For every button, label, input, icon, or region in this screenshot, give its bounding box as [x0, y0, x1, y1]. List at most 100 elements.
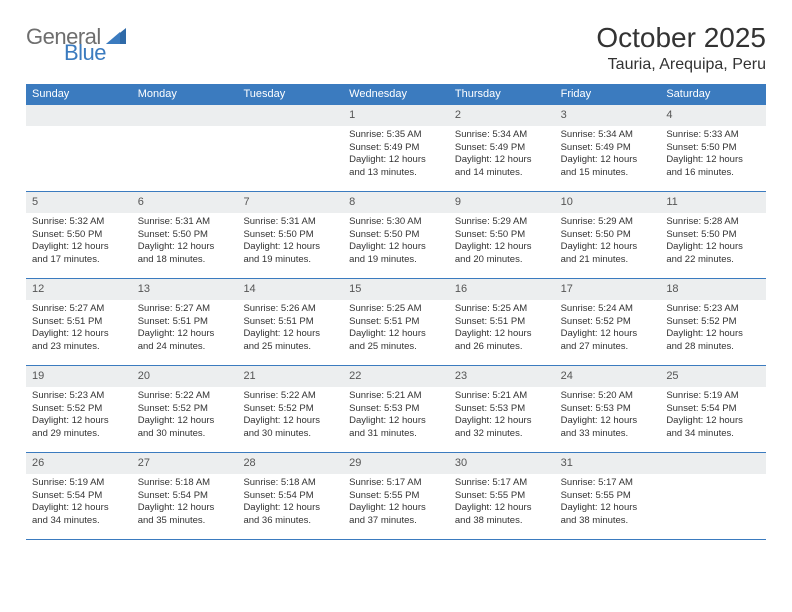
day-number: 18	[660, 279, 766, 300]
day-number: 21	[237, 366, 343, 387]
brand-word2: Blue	[64, 42, 106, 64]
day-number: 2	[449, 105, 555, 126]
sunrise-text: Sunrise: 5:21 AM	[349, 390, 443, 403]
daylight-text: Daylight: 12 hours and 14 minutes.	[455, 154, 549, 180]
sunset-text: Sunset: 5:49 PM	[349, 142, 443, 155]
sunset-text: Sunset: 5:50 PM	[32, 229, 126, 242]
week-row: 19Sunrise: 5:23 AMSunset: 5:52 PMDayligh…	[26, 365, 766, 452]
day-body: Sunrise: 5:21 AMSunset: 5:53 PMDaylight:…	[343, 387, 449, 446]
daylight-text: Daylight: 12 hours and 19 minutes.	[243, 241, 337, 267]
sunrise-text: Sunrise: 5:31 AM	[138, 216, 232, 229]
day-cell: 3Sunrise: 5:34 AMSunset: 5:49 PMDaylight…	[555, 105, 661, 191]
week-row: 5Sunrise: 5:32 AMSunset: 5:50 PMDaylight…	[26, 191, 766, 278]
day-cell: 30Sunrise: 5:17 AMSunset: 5:55 PMDayligh…	[449, 453, 555, 539]
sunrise-text: Sunrise: 5:18 AM	[243, 477, 337, 490]
sunset-text: Sunset: 5:50 PM	[666, 142, 760, 155]
day-cell	[660, 453, 766, 539]
sunrise-text: Sunrise: 5:32 AM	[32, 216, 126, 229]
brand-text: General Blue	[26, 26, 106, 64]
day-cell: 14Sunrise: 5:26 AMSunset: 5:51 PMDayligh…	[237, 279, 343, 365]
day-number: 30	[449, 453, 555, 474]
sunrise-text: Sunrise: 5:19 AM	[32, 477, 126, 490]
sunset-text: Sunset: 5:54 PM	[138, 490, 232, 503]
sunset-text: Sunset: 5:49 PM	[455, 142, 549, 155]
daylight-text: Daylight: 12 hours and 13 minutes.	[349, 154, 443, 180]
day-cell: 22Sunrise: 5:21 AMSunset: 5:53 PMDayligh…	[343, 366, 449, 452]
sunrise-text: Sunrise: 5:30 AM	[349, 216, 443, 229]
sunrise-text: Sunrise: 5:22 AM	[138, 390, 232, 403]
daylight-text: Daylight: 12 hours and 24 minutes.	[138, 328, 232, 354]
daylight-text: Daylight: 12 hours and 35 minutes.	[138, 502, 232, 528]
day-cell	[132, 105, 238, 191]
sunset-text: Sunset: 5:55 PM	[561, 490, 655, 503]
sunrise-text: Sunrise: 5:18 AM	[138, 477, 232, 490]
day-body: Sunrise: 5:23 AMSunset: 5:52 PMDaylight:…	[26, 387, 132, 446]
sunrise-text: Sunrise: 5:34 AM	[561, 129, 655, 142]
day-body: Sunrise: 5:22 AMSunset: 5:52 PMDaylight:…	[132, 387, 238, 446]
day-body: Sunrise: 5:19 AMSunset: 5:54 PMDaylight:…	[26, 474, 132, 533]
day-number: 17	[555, 279, 661, 300]
week-row: 12Sunrise: 5:27 AMSunset: 5:51 PMDayligh…	[26, 278, 766, 365]
sunrise-text: Sunrise: 5:20 AM	[561, 390, 655, 403]
sunset-text: Sunset: 5:50 PM	[349, 229, 443, 242]
sunrise-text: Sunrise: 5:25 AM	[349, 303, 443, 316]
sunrise-text: Sunrise: 5:17 AM	[561, 477, 655, 490]
day-body: Sunrise: 5:22 AMSunset: 5:52 PMDaylight:…	[237, 387, 343, 446]
sunset-text: Sunset: 5:50 PM	[666, 229, 760, 242]
daylight-text: Daylight: 12 hours and 31 minutes.	[349, 415, 443, 441]
sunset-text: Sunset: 5:49 PM	[561, 142, 655, 155]
day-cell: 7Sunrise: 5:31 AMSunset: 5:50 PMDaylight…	[237, 192, 343, 278]
day-number: 7	[237, 192, 343, 213]
daylight-text: Daylight: 12 hours and 34 minutes.	[32, 502, 126, 528]
sunset-text: Sunset: 5:52 PM	[666, 316, 760, 329]
day-cell: 10Sunrise: 5:29 AMSunset: 5:50 PMDayligh…	[555, 192, 661, 278]
brand-logo: General Blue	[26, 22, 126, 64]
sunset-text: Sunset: 5:51 PM	[32, 316, 126, 329]
daylight-text: Daylight: 12 hours and 34 minutes.	[666, 415, 760, 441]
day-number: 20	[132, 366, 238, 387]
sunrise-text: Sunrise: 5:31 AM	[243, 216, 337, 229]
day-cell: 1Sunrise: 5:35 AMSunset: 5:49 PMDaylight…	[343, 105, 449, 191]
daylight-text: Daylight: 12 hours and 22 minutes.	[666, 241, 760, 267]
sunset-text: Sunset: 5:51 PM	[138, 316, 232, 329]
daylight-text: Daylight: 12 hours and 30 minutes.	[138, 415, 232, 441]
weekday-header: Monday	[132, 84, 238, 105]
day-cell: 13Sunrise: 5:27 AMSunset: 5:51 PMDayligh…	[132, 279, 238, 365]
day-body: Sunrise: 5:18 AMSunset: 5:54 PMDaylight:…	[237, 474, 343, 533]
day-cell: 23Sunrise: 5:21 AMSunset: 5:53 PMDayligh…	[449, 366, 555, 452]
day-number: 31	[555, 453, 661, 474]
daylight-text: Daylight: 12 hours and 25 minutes.	[349, 328, 443, 354]
sunset-text: Sunset: 5:55 PM	[349, 490, 443, 503]
weekday-header: Saturday	[660, 84, 766, 105]
day-number: 10	[555, 192, 661, 213]
sunset-text: Sunset: 5:52 PM	[561, 316, 655, 329]
day-body: Sunrise: 5:19 AMSunset: 5:54 PMDaylight:…	[660, 387, 766, 446]
day-cell: 31Sunrise: 5:17 AMSunset: 5:55 PMDayligh…	[555, 453, 661, 539]
day-body	[132, 126, 238, 134]
day-cell: 16Sunrise: 5:25 AMSunset: 5:51 PMDayligh…	[449, 279, 555, 365]
day-number: 16	[449, 279, 555, 300]
week-row: 26Sunrise: 5:19 AMSunset: 5:54 PMDayligh…	[26, 452, 766, 540]
calendar-grid: Sunday Monday Tuesday Wednesday Thursday…	[26, 84, 766, 540]
day-number: 25	[660, 366, 766, 387]
sunset-text: Sunset: 5:54 PM	[243, 490, 337, 503]
daylight-text: Daylight: 12 hours and 18 minutes.	[138, 241, 232, 267]
sunset-text: Sunset: 5:52 PM	[138, 403, 232, 416]
sunrise-text: Sunrise: 5:26 AM	[243, 303, 337, 316]
sunrise-text: Sunrise: 5:29 AM	[455, 216, 549, 229]
daylight-text: Daylight: 12 hours and 28 minutes.	[666, 328, 760, 354]
sunrise-text: Sunrise: 5:23 AM	[32, 390, 126, 403]
sunset-text: Sunset: 5:53 PM	[561, 403, 655, 416]
weekday-header: Sunday	[26, 84, 132, 105]
day-cell: 15Sunrise: 5:25 AMSunset: 5:51 PMDayligh…	[343, 279, 449, 365]
daylight-text: Daylight: 12 hours and 17 minutes.	[32, 241, 126, 267]
day-body	[237, 126, 343, 134]
daylight-text: Daylight: 12 hours and 33 minutes.	[561, 415, 655, 441]
daylight-text: Daylight: 12 hours and 21 minutes.	[561, 241, 655, 267]
sunrise-text: Sunrise: 5:29 AM	[561, 216, 655, 229]
day-body: Sunrise: 5:17 AMSunset: 5:55 PMDaylight:…	[449, 474, 555, 533]
daylight-text: Daylight: 12 hours and 25 minutes.	[243, 328, 337, 354]
daylight-text: Daylight: 12 hours and 38 minutes.	[455, 502, 549, 528]
sunrise-text: Sunrise: 5:25 AM	[455, 303, 549, 316]
daylight-text: Daylight: 12 hours and 15 minutes.	[561, 154, 655, 180]
